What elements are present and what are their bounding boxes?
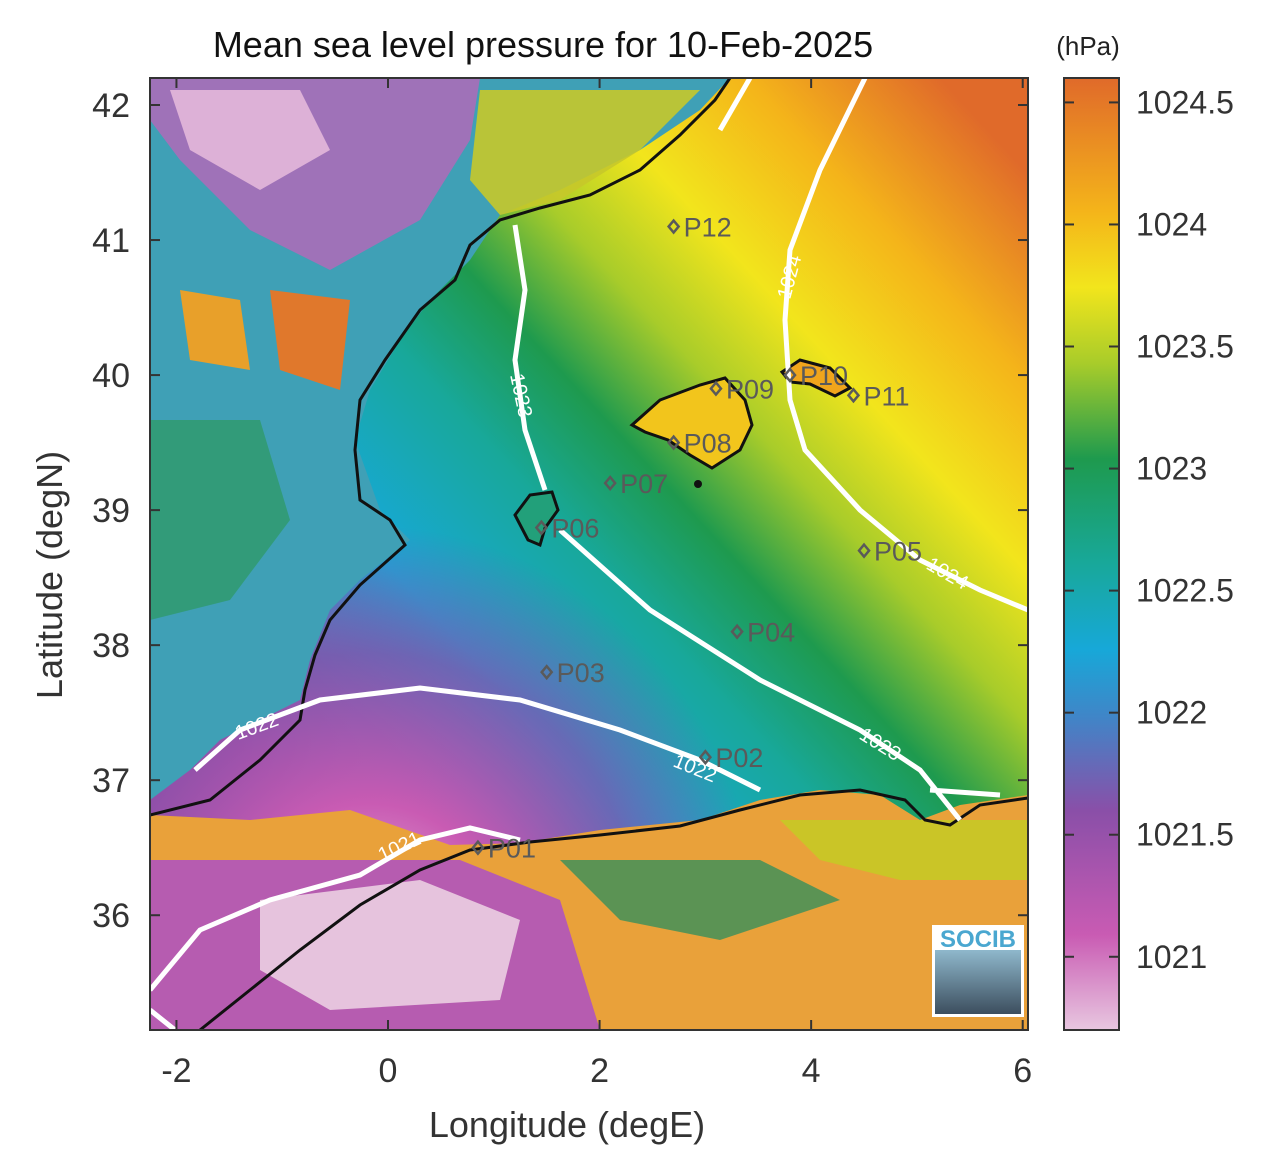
- point-marker: [471, 839, 485, 856]
- y-tick-label: 39: [92, 492, 130, 530]
- y-tick-label: 40: [92, 357, 130, 395]
- colorbar-tick-label: 1024.5: [1136, 84, 1234, 120]
- colorbar-tick-label: 1021.5: [1136, 817, 1234, 853]
- island-ibiza: [513, 490, 560, 548]
- point-marker: [857, 542, 871, 559]
- y-tick-label: 37: [92, 762, 130, 800]
- colorbar-tick-label: 1023.5: [1136, 329, 1234, 365]
- colorbar-unit: (hPa): [1056, 31, 1120, 61]
- island-menorca: [779, 358, 853, 398]
- point-marker: [666, 434, 681, 451]
- y-tick-label: 42: [92, 87, 130, 125]
- point-marker: [698, 749, 712, 766]
- point-label: P10: [800, 361, 848, 391]
- contour-1021: [150, 825, 521, 1030]
- point-marker: [603, 475, 617, 492]
- point-marker: [846, 387, 861, 404]
- point-label: P03: [557, 658, 605, 688]
- pressure-field: [150, 78, 1028, 1030]
- point-label: P05: [874, 537, 922, 567]
- logo-text: SOCIB: [940, 926, 1016, 953]
- x-tick-label: 0: [379, 1052, 398, 1090]
- point-label: P02: [715, 743, 763, 773]
- colorbar-tick-label: 1021: [1136, 939, 1207, 975]
- contour-1023: [512, 224, 1001, 822]
- x-axis-title: Longitude (degE): [429, 1104, 705, 1145]
- points-layer: P01 P02 P03 P04 P05 P06 P07 P08 P09 P10 P11 P12: [471, 213, 922, 864]
- point-label: P01: [488, 834, 536, 864]
- colorbar-tick-label: 1023: [1136, 451, 1207, 487]
- colorbar: 1021 1021.5 1022 1022.5 1023 1023.5 1024 1024.5…: [1056, 31, 1234, 1031]
- chart-title: Mean sea level pressure for 10-Feb-2025: [213, 24, 873, 65]
- point-label: P12: [684, 213, 732, 243]
- y-tick-label: 41: [92, 222, 130, 260]
- coastline-iberia: [150, 78, 732, 817]
- colorbar-tick-label: 1022: [1136, 695, 1207, 731]
- plot-frame: [149, 77, 1029, 1031]
- point-marker: [783, 367, 797, 384]
- point-label: P11: [863, 381, 909, 411]
- colorbar-tick-label: 1022.5: [1136, 573, 1234, 609]
- colorbar-tick-label: 1024: [1136, 206, 1207, 242]
- point-label: P06: [551, 514, 599, 544]
- y-axis-title: Latitude (degN): [29, 451, 70, 699]
- island-mallorca: [629, 376, 754, 470]
- x-tick-label: 4: [802, 1052, 821, 1090]
- coastline-africa: [199, 788, 1028, 1030]
- point-marker: [730, 623, 744, 640]
- x-tick-label: 2: [590, 1052, 609, 1090]
- y-axis: 36 37 38 39 40 41 42: [92, 87, 1028, 935]
- point-label: P09: [726, 375, 774, 405]
- socib-logo: SOCIB: [932, 925, 1024, 1017]
- point-label: P04: [747, 618, 795, 648]
- contour-1022: [193, 685, 762, 793]
- point-marker: [666, 218, 681, 235]
- land-iberia: [150, 78, 730, 800]
- point-marker: [709, 380, 723, 397]
- x-tick-label: -2: [161, 1052, 191, 1090]
- point-label: P08: [684, 429, 732, 459]
- point-marker: [534, 519, 549, 536]
- y-tick-label: 36: [92, 897, 130, 935]
- x-axis: -2 0 2 4 6: [161, 78, 1032, 1090]
- point-marker: [540, 664, 554, 681]
- y-tick-label: 38: [92, 627, 130, 665]
- point-label: P07: [620, 469, 668, 499]
- contour-1024: [717, 78, 1028, 613]
- x-tick-label: 6: [1013, 1052, 1032, 1090]
